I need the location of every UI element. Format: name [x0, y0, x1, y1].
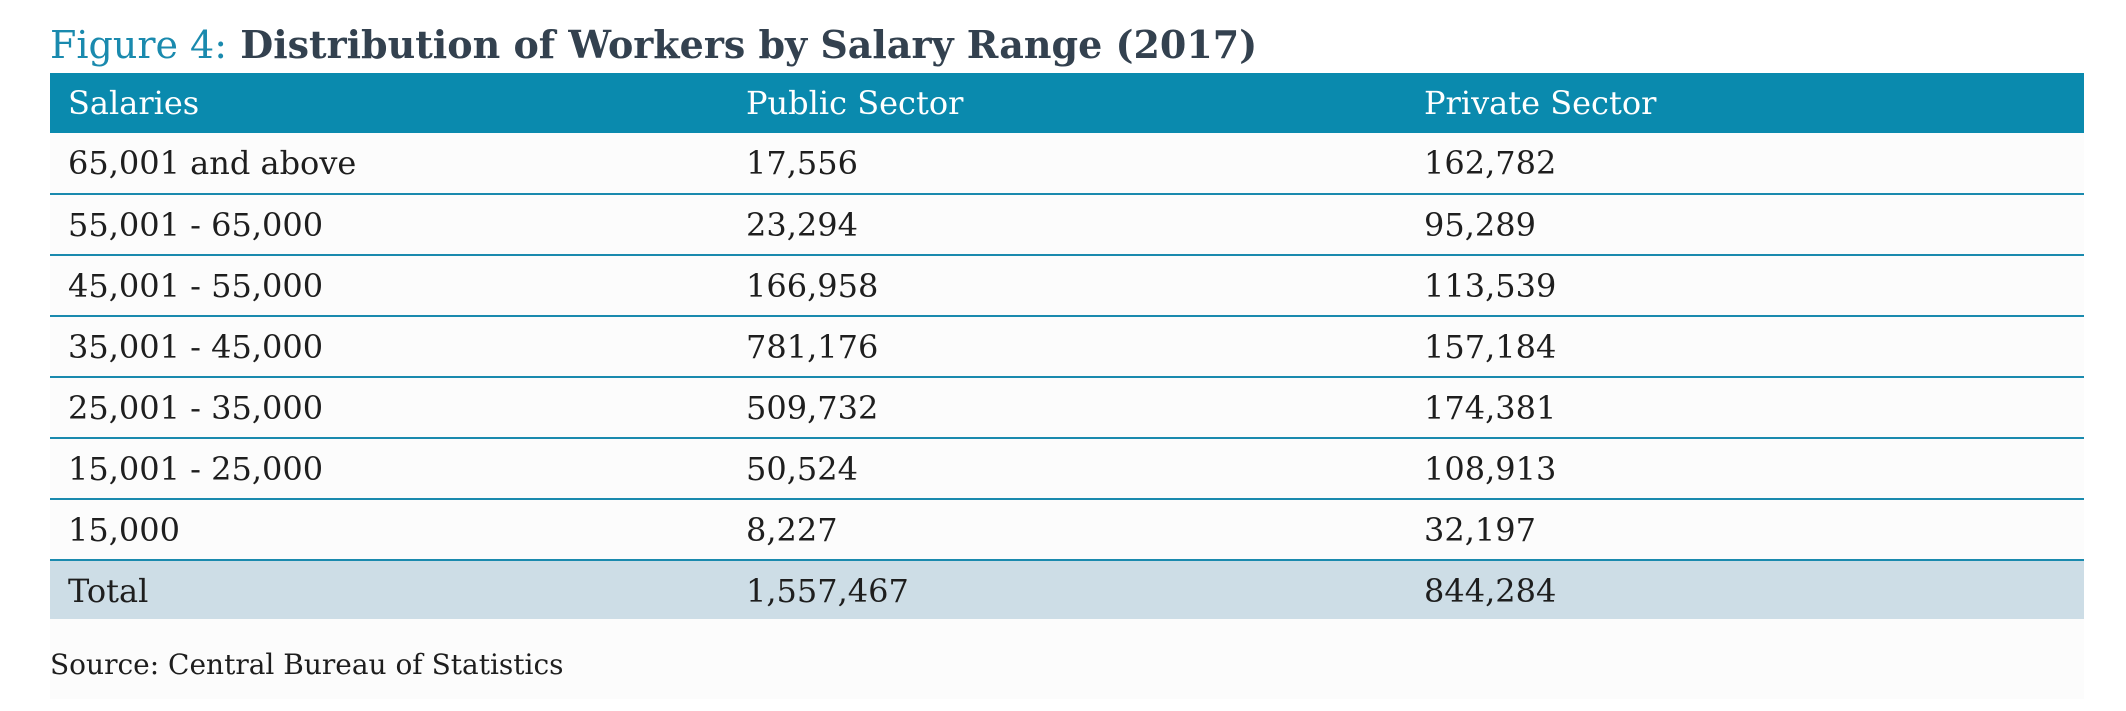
salary-range-cell: 25,001 - 35,000 — [68, 388, 324, 427]
total-public-sector: 1,557,467 — [746, 572, 909, 610]
public-sector-cell: 781,176 — [746, 327, 879, 366]
salary-table-container: Salaries Public Sector Private Sector 65… — [50, 73, 2084, 621]
table-row: 65,001 and above 17,556 162,782 — [50, 133, 2084, 194]
header-salaries: Salaries — [68, 84, 200, 122]
public-sector-cell: 17,556 — [746, 144, 858, 182]
figure-title-text: Distribution of Workers by Salary Range … — [240, 22, 1258, 67]
private-sector-cell: 174,381 — [1424, 388, 1557, 427]
private-sector-cell: 157,184 — [1424, 327, 1557, 366]
table-row: 45,001 - 55,000 166,958 113,539 — [50, 255, 2084, 316]
public-sector-cell: 8,227 — [746, 510, 838, 549]
total-label: Total — [68, 572, 149, 610]
table-row: 15,000 8,227 32,197 — [50, 499, 2084, 560]
table-row: 55,001 - 65,000 23,294 95,289 — [50, 194, 2084, 255]
salary-range-cell: 35,001 - 45,000 — [68, 327, 324, 366]
table-header-row: Salaries Public Sector Private Sector — [50, 73, 2084, 133]
public-sector-cell: 50,524 — [746, 449, 858, 488]
salary-range-cell: 15,000 — [68, 510, 180, 549]
salary-range-cell: 45,001 - 55,000 — [68, 266, 324, 305]
public-sector-cell: 509,732 — [746, 388, 879, 427]
public-sector-cell: 23,294 — [746, 205, 858, 244]
salary-distribution-table: Salaries Public Sector Private Sector 65… — [50, 73, 2084, 621]
header-private-sector: Private Sector — [1424, 84, 1657, 122]
figure-title: Figure 4: Distribution of Workers by Sal… — [50, 18, 1257, 72]
table-row: 35,001 - 45,000 781,176 157,184 — [50, 316, 2084, 377]
private-sector-cell: 32,197 — [1424, 510, 1536, 549]
source-background — [50, 619, 2084, 699]
public-sector-cell: 166,958 — [746, 266, 879, 305]
salary-range-cell: 55,001 - 65,000 — [68, 205, 324, 244]
source-note: Source: Central Bureau of Statistics — [50, 648, 564, 681]
total-private-sector: 844,284 — [1424, 572, 1557, 610]
table-row: 15,001 - 25,000 50,524 108,913 — [50, 438, 2084, 499]
private-sector-cell: 108,913 — [1424, 449, 1557, 488]
table-row: 25,001 - 35,000 509,732 174,381 — [50, 377, 2084, 438]
salary-range-cell: 65,001 and above — [68, 144, 357, 182]
private-sector-cell: 162,782 — [1424, 144, 1557, 182]
header-public-sector: Public Sector — [746, 84, 964, 122]
total-row: Total 1,557,467 844,284 — [50, 560, 2084, 621]
private-sector-cell: 95,289 — [1424, 205, 1536, 244]
figure-label: Figure 4: — [50, 23, 228, 67]
private-sector-cell: 113,539 — [1424, 266, 1557, 305]
salary-range-cell: 15,001 - 25,000 — [68, 449, 324, 488]
